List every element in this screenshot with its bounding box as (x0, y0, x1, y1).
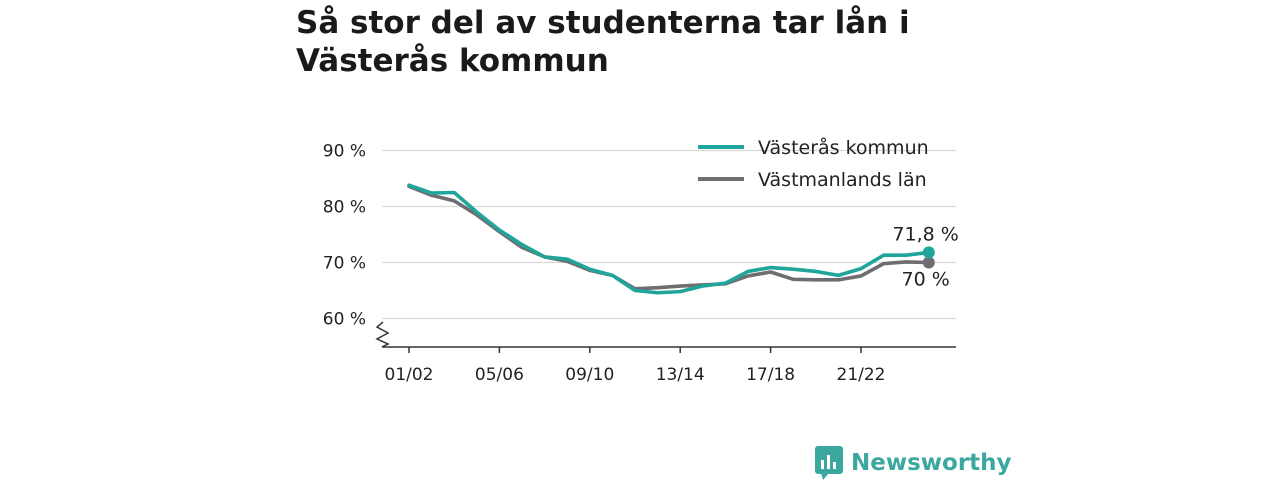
x-tick-label: 13/14 (656, 365, 705, 385)
data-label: 71,8 % (892, 223, 958, 245)
brand-name: Newsworthy (851, 450, 1012, 476)
legend-label: Västerås kommun (758, 136, 929, 159)
series-layer: 71,8 % 70 % (407, 183, 959, 295)
legend-label: Västmanlands län (758, 169, 927, 191)
x-tick-label: 17/18 (746, 365, 795, 385)
x-tick-label: 21/22 (837, 365, 886, 385)
x-tick-label: 05/06 (475, 365, 524, 385)
y-tick-label: 70 % (323, 254, 366, 274)
axis-layer: 60 % 70 % 80 % 90 % 01/02 05/06 09/10 13/14 17/1… (323, 142, 956, 385)
x-tick-label: 09/10 (565, 365, 614, 385)
y-tick-label: 90 % (323, 142, 366, 162)
chart-title: Så stor del av studenterna tar lån i Väs… (296, 5, 910, 79)
series-line (407, 183, 931, 295)
brand-footer: Newsworthy (815, 446, 1012, 480)
y-tick-label: 80 % (323, 198, 366, 218)
grid-layer (382, 149, 956, 320)
y-tick-label: 60 % (323, 310, 366, 330)
series-end-point (922, 256, 935, 269)
series-end-point (922, 246, 935, 259)
axis-break-icon (375, 321, 390, 348)
newsworthy-logo-icon (815, 446, 843, 480)
x-tick-label: 01/02 (385, 365, 434, 385)
data-label: 70 % (902, 269, 950, 291)
legend: Västerås kommun Västmanlands län (698, 136, 929, 191)
